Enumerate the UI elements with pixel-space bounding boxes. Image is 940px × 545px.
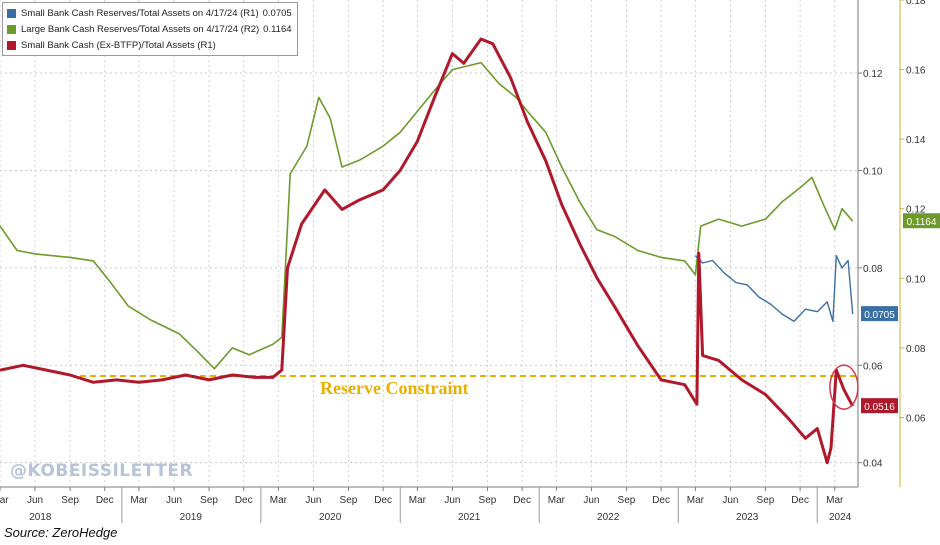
watermark: @KOBEISSILETTER xyxy=(10,461,194,481)
r1-tick-label: 0.04 xyxy=(863,459,883,470)
x-year-label: 2018 xyxy=(29,512,52,523)
x-tick-label: Jun xyxy=(444,495,460,506)
x-tick-label: Sep xyxy=(340,495,358,506)
legend-label: Small Bank Cash (Ex-BTFP)/Total Assets (… xyxy=(21,39,216,51)
x-tick-label: Jun xyxy=(722,495,738,506)
legend-swatch-blue xyxy=(7,8,16,18)
highlight-circle xyxy=(829,364,859,410)
x-tick-label: Mar xyxy=(687,495,705,506)
x-year-label: 2023 xyxy=(736,512,759,523)
r2-tick-label: 0.10 xyxy=(906,274,926,285)
legend-label: Large Bank Cash Reserves/Total Assets on… xyxy=(21,23,260,35)
x-tick-label: Jun xyxy=(583,495,599,506)
x-tick-label: Sep xyxy=(757,495,775,506)
legend-value: 0.1164 xyxy=(263,23,292,35)
x-tick-label: Jun xyxy=(305,495,321,506)
x-tick-label: Jun xyxy=(27,495,43,506)
legend-item-large-bank-reserves: Large Bank Cash Reserves/Total Assets on… xyxy=(7,21,292,37)
x-year-label: 2022 xyxy=(597,512,620,523)
x-tick-label: Jun xyxy=(166,495,182,506)
x-tick-label: Dec xyxy=(96,495,114,506)
r2-tick-label: 0.12 xyxy=(906,205,926,216)
r2-tick-label: 0.08 xyxy=(906,344,926,355)
series-line-small-bank-reserves xyxy=(694,254,854,323)
legend-swatch-green xyxy=(7,24,16,34)
x-tick-label: Dec xyxy=(652,495,670,506)
legend-item-small-bank-reserves: Small Bank Cash Reserves/Total Assets on… xyxy=(7,5,292,21)
r1-tick-label: 0.12 xyxy=(863,69,883,80)
x-year-label: 2020 xyxy=(319,512,342,523)
x-tick-label: Mar xyxy=(270,495,288,506)
x-tick-label: Mar xyxy=(0,495,9,506)
r1-tick-label: 0.08 xyxy=(863,264,883,275)
legend-item-small-bank-ex-btfp: Small Bank Cash (Ex-BTFP)/Total Assets (… xyxy=(7,37,292,53)
x-tick-label: Dec xyxy=(513,495,531,506)
r1-tick-label: 0.10 xyxy=(863,166,883,177)
r2-tick-label: 0.06 xyxy=(906,413,926,424)
x-tick-label: Dec xyxy=(374,495,392,506)
series-line-small-bank-ex-btfp xyxy=(0,37,855,465)
x-year-label: 2021 xyxy=(458,512,481,523)
x-tick-label: Mar xyxy=(409,495,427,506)
last-value-tag xyxy=(861,306,898,322)
last-value-tag xyxy=(903,213,940,229)
r2-tick-label: 0.14 xyxy=(906,135,926,146)
x-tick-label: Dec xyxy=(235,495,253,506)
legend-label: Small Bank Cash Reserves/Total Assets on… xyxy=(21,7,259,19)
r2-tick-label: 0.16 xyxy=(906,66,926,77)
x-tick-label: Mar xyxy=(826,495,844,506)
x-year-label: 2024 xyxy=(829,512,852,523)
x-tick-label: Mar xyxy=(548,495,566,506)
x-tick-label: Sep xyxy=(618,495,636,506)
last-value-label: 0.1164 xyxy=(907,217,937,228)
chart-legend: Small Bank Cash Reserves/Total Assets on… xyxy=(2,2,298,56)
legend-swatch-red xyxy=(7,40,16,50)
source-label: Source: ZeroHedge xyxy=(4,525,118,540)
x-tick-label: Dec xyxy=(791,495,809,506)
series-line-large-bank-reserves xyxy=(0,61,854,370)
x-tick-label: Sep xyxy=(200,495,218,506)
reserve-constraint-label: Reserve Constraint xyxy=(320,378,468,398)
r1-tick-label: 0.06 xyxy=(863,361,883,372)
last-value-label: 0.0705 xyxy=(864,310,895,321)
x-tick-label: Mar xyxy=(130,495,148,506)
x-year-label: 2019 xyxy=(180,512,203,523)
r2-tick-label: 0.18 xyxy=(906,0,926,7)
last-value-label: 0.0516 xyxy=(864,402,895,413)
x-tick-label: Sep xyxy=(61,495,79,506)
last-value-tag xyxy=(861,398,898,414)
x-tick-label: Sep xyxy=(479,495,497,506)
legend-value: 0.0705 xyxy=(262,7,292,19)
